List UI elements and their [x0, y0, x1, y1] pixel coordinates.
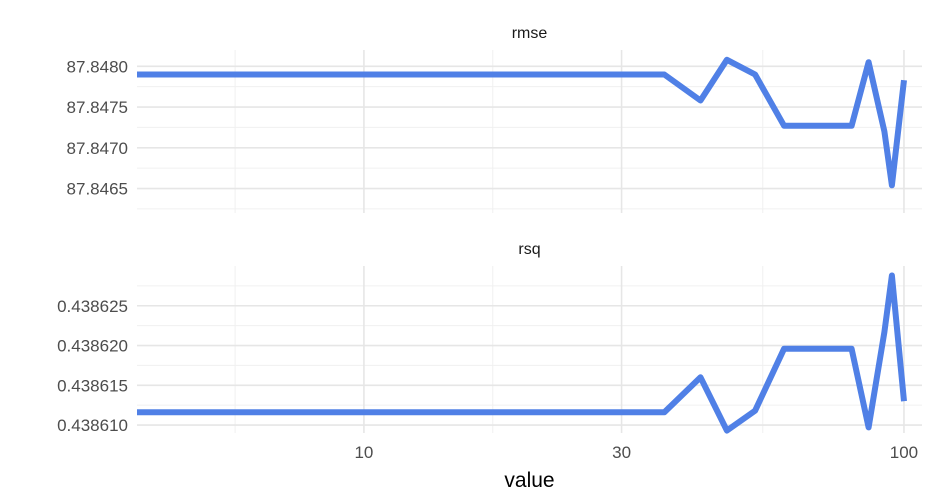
- y-tick-labels-rmse: 87.8465 87.8470 87.8475 87.8480: [67, 57, 128, 198]
- y-tick-label: 87.8480: [67, 57, 128, 76]
- x-tick-label: 10: [354, 443, 373, 462]
- x-tick-labels: 10 30 100: [354, 443, 918, 462]
- y-tick-label: 87.8465: [67, 180, 128, 199]
- grid-rsq: [137, 266, 922, 433]
- panel-rmse: rmse 87.8465 87.8470 87.8475 87.8480: [67, 25, 922, 213]
- y-tick-label: 0.438620: [57, 337, 128, 356]
- series-line-rmse: [137, 56, 907, 189]
- y-tick-label: 0.438625: [57, 297, 128, 316]
- y-tick-label: 87.8475: [67, 98, 128, 117]
- x-axis-title: value: [504, 469, 554, 492]
- y-tick-label: 0.438615: [57, 376, 128, 395]
- series-line-rsq: [137, 272, 907, 434]
- y-tick-labels-rsq: 0.438610 0.438615 0.438620 0.438625: [57, 297, 128, 435]
- strip-label-rsq: rsq: [518, 241, 540, 258]
- strip-label-rmse: rmse: [512, 25, 548, 42]
- y-tick-label: 0.438610: [57, 416, 128, 435]
- x-tick-label: 100: [890, 443, 918, 462]
- panel-rsq: rsq 0.438610 0.438615 0.438620 0.438625: [57, 241, 922, 435]
- y-tick-label: 87.8470: [67, 139, 128, 158]
- x-tick-label: 30: [612, 443, 631, 462]
